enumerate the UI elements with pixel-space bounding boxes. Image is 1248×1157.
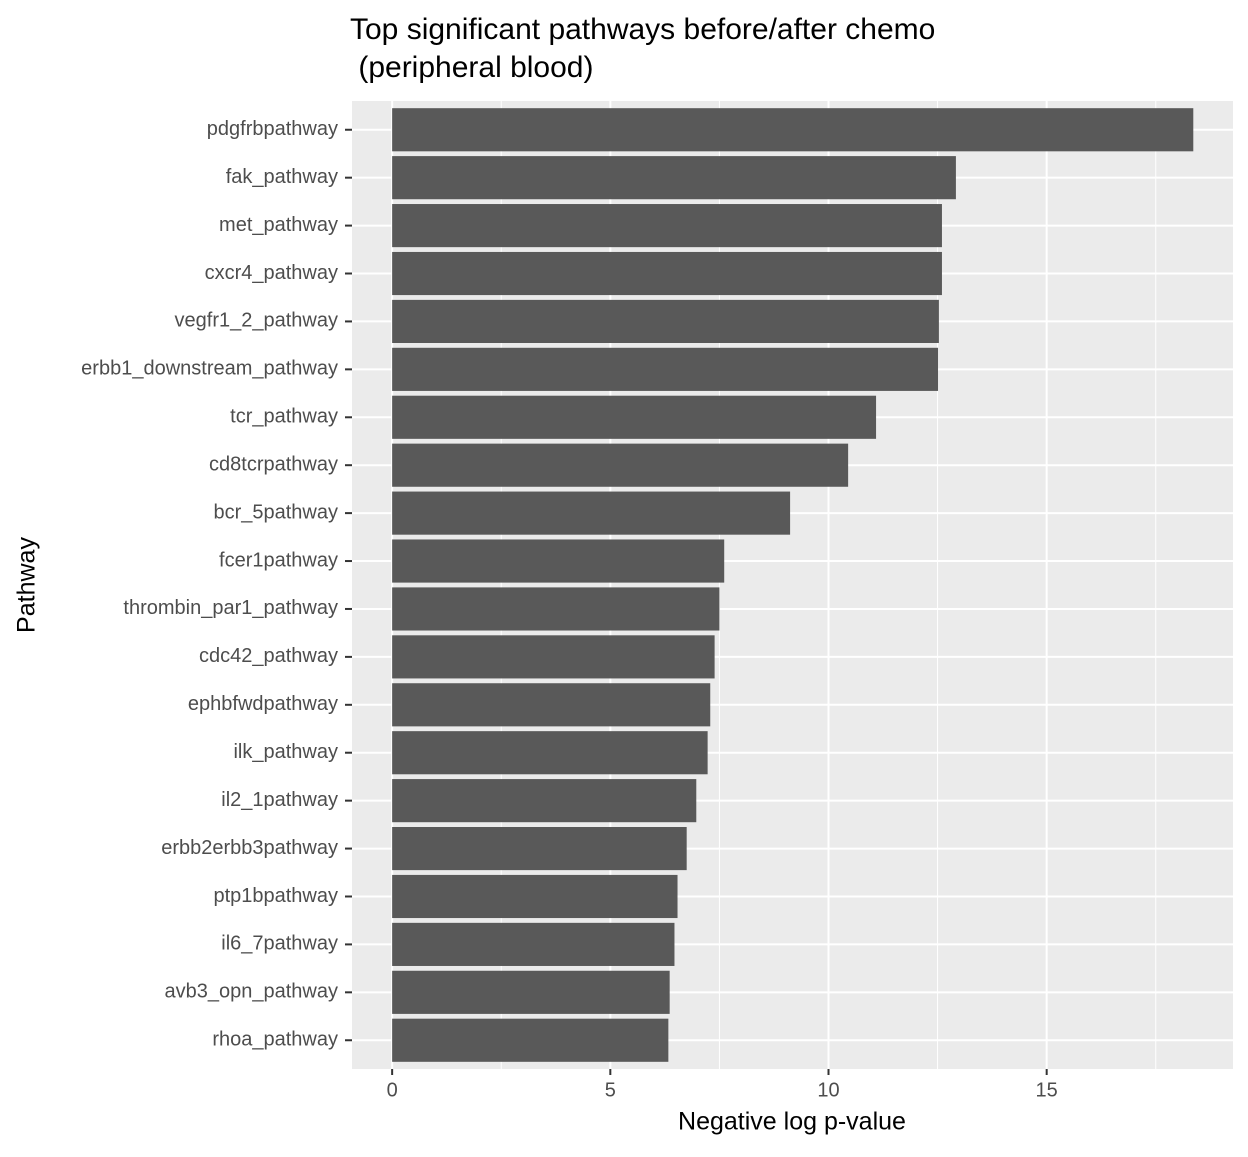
y-tick-label: thrombin_par1_pathway	[123, 597, 338, 619]
y-tick-label: erbb1_downstream_pathway	[81, 358, 338, 380]
bar	[392, 491, 791, 535]
x-tick-label: 10	[817, 1079, 839, 1101]
bar	[392, 539, 725, 583]
y-tick-label: il6_7pathway	[221, 933, 338, 955]
bar	[392, 108, 1194, 152]
bar	[392, 156, 956, 200]
bar	[392, 204, 942, 248]
bar	[392, 683, 711, 727]
bar	[392, 347, 939, 391]
y-axis-title: Pathway	[13, 537, 41, 633]
bar	[392, 827, 687, 871]
y-tick-label: cdc42_pathway	[199, 645, 338, 667]
y-tick-label: ptp1bpathway	[213, 885, 338, 907]
bar	[392, 299, 939, 343]
bar	[392, 731, 708, 775]
y-tick-label: cd8tcrpathway	[209, 453, 338, 475]
y-tick-label: tcr_pathway	[230, 406, 338, 428]
y-tick-label: bcr_5pathway	[213, 501, 338, 523]
bar	[392, 1018, 669, 1062]
y-tick-label: cxcr4_pathway	[205, 262, 338, 284]
x-tick-label: 0	[387, 1079, 398, 1101]
x-tick-label: 5	[605, 1079, 616, 1101]
x-axis-title: Negative log p-value	[678, 1108, 906, 1136]
y-tick-label: ephbfwdpathway	[188, 693, 338, 715]
bar	[392, 779, 697, 823]
y-tick-label: vegfr1_2_pathway	[175, 310, 338, 332]
chart-title: Top significant pathways before/after ch…	[350, 13, 935, 46]
y-tick-label: avb3_opn_pathway	[165, 981, 338, 1003]
bar	[392, 251, 942, 296]
y-tick-label: rhoa_pathway	[212, 1029, 338, 1051]
bar	[392, 635, 715, 679]
y-tick-label: met_pathway	[219, 214, 338, 236]
bar	[392, 443, 849, 487]
bar	[392, 587, 720, 631]
y-tick-label: fcer1pathway	[219, 549, 338, 571]
y-tick-label: pdgfrbpathway	[207, 118, 338, 140]
y-tick-label: erbb2erbb3pathway	[161, 837, 338, 859]
bar	[392, 922, 675, 966]
bar	[392, 395, 877, 439]
bar	[392, 874, 678, 919]
bar	[392, 970, 670, 1014]
y-tick-label: il2_1pathway	[221, 789, 338, 811]
chart-title: (peripheral blood)	[350, 51, 593, 84]
y-tick-label: ilk_pathway	[233, 741, 338, 763]
x-tick-label: 15	[1036, 1079, 1058, 1101]
y-tick-label: fak_pathway	[226, 166, 338, 188]
